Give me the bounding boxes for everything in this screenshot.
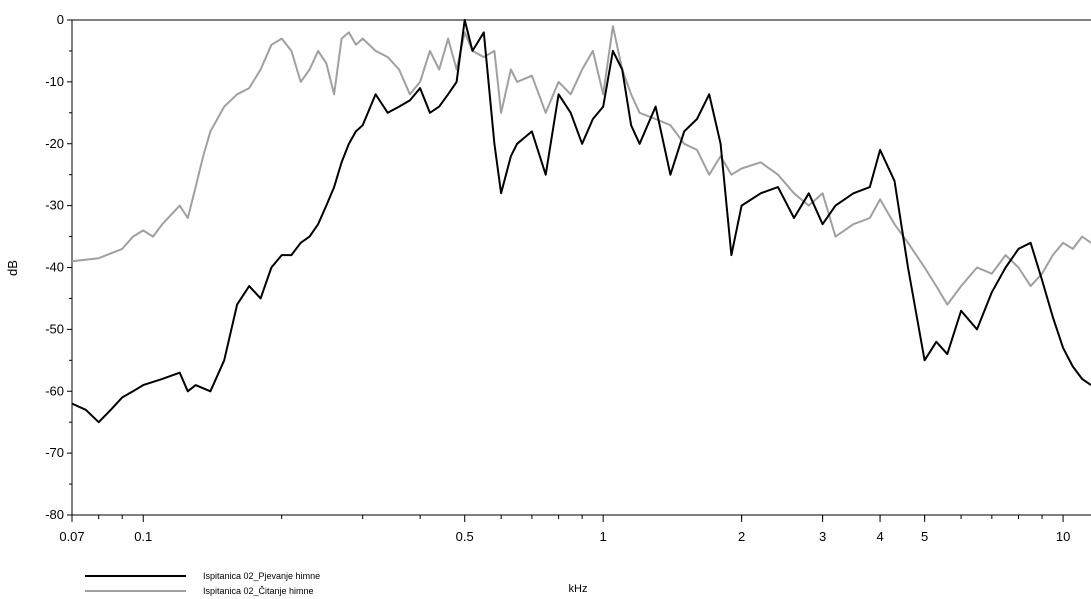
legend: Ispitanica 02_Pjevanje himne Ispitanica … xyxy=(85,571,320,596)
y-axis-label: dB xyxy=(5,260,20,276)
y-tick-label: -60 xyxy=(45,383,64,398)
series-line-2 xyxy=(71,25,1091,306)
y-tick-label: -50 xyxy=(45,321,64,336)
y-tick-label: -70 xyxy=(45,445,64,460)
x-tick-label: 1 xyxy=(600,529,607,544)
y-tick-label: -40 xyxy=(45,260,64,275)
y-tick-label: -80 xyxy=(45,507,64,522)
x-tick-label: 5 xyxy=(921,529,928,544)
y-tick-label: -10 xyxy=(45,74,64,89)
x-tick-label: 3 xyxy=(819,529,826,544)
y-axis-ticks: 0 -10 -20 -30 -40 -50 -60 -70 -80 xyxy=(45,12,72,522)
y-tick-label: 0 xyxy=(57,12,64,27)
y-tick-label: -20 xyxy=(45,136,64,151)
x-tick-label: 0.1 xyxy=(134,529,152,544)
x-tick-label: 0.5 xyxy=(456,529,474,544)
y-tick-label: -30 xyxy=(45,198,64,213)
legend-label-series-2: Ispitanica 02_Čitanje himne xyxy=(203,586,314,596)
x-tick-label: 4 xyxy=(876,529,883,544)
x-axis-label: kHz xyxy=(569,583,588,595)
plot-area xyxy=(71,19,1091,516)
x-axis-ticks: 0.07 0.1 0.5 1 2 3 4 5 10 xyxy=(59,515,1070,544)
x-tick-label: 10 xyxy=(1056,529,1070,544)
legend-label-series-1: Ispitanica 02_Pjevanje himne xyxy=(203,571,320,581)
x-tick-label: 0.07 xyxy=(59,529,84,544)
series-lines xyxy=(71,19,1091,424)
series-line-1 xyxy=(71,19,1091,424)
x-tick-label: 2 xyxy=(738,529,745,544)
